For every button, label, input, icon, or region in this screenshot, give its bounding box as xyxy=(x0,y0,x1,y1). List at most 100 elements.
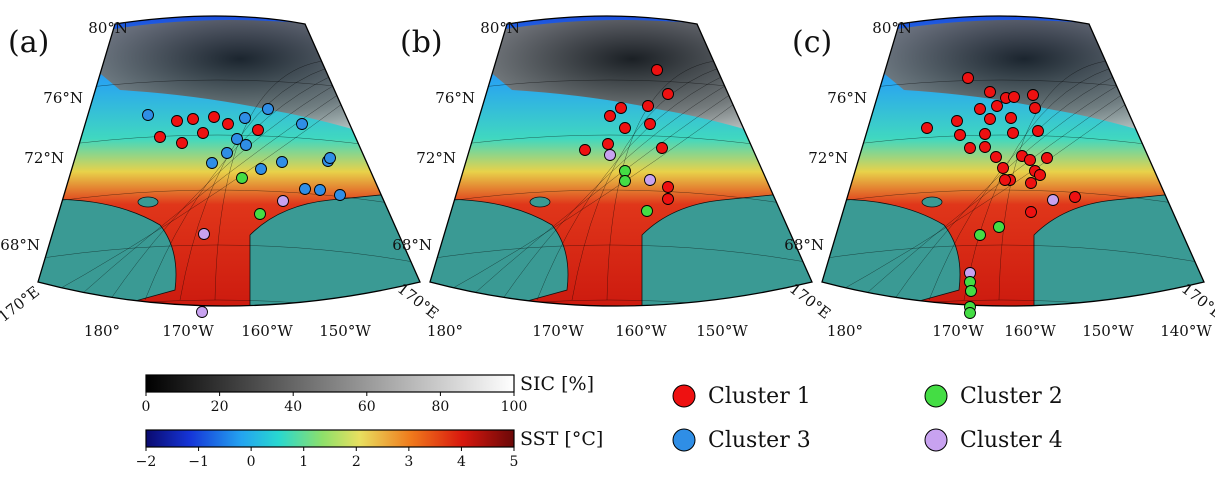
legend-entry-cluster-2: Cluster 2 xyxy=(924,384,1063,409)
cluster-3-station-marker xyxy=(239,112,251,124)
cluster-3-station-marker xyxy=(221,147,233,159)
cluster-1-station-marker xyxy=(222,118,234,130)
lon-label: 160°W xyxy=(615,322,667,340)
lat-label: 80°N xyxy=(88,19,128,37)
cluster-3-station-marker xyxy=(262,103,274,115)
cluster-3-station-marker xyxy=(299,183,311,195)
colorbar-tick: 100 xyxy=(501,399,528,415)
cluster-1-station-marker xyxy=(990,151,1002,163)
cluster-1-station-marker xyxy=(644,118,656,130)
cluster-1-station-marker xyxy=(921,122,933,134)
cluster-1-station-marker xyxy=(208,111,220,123)
cluster-1-station-marker xyxy=(999,174,1011,186)
lon-label: 170°W xyxy=(932,322,984,340)
cluster-1-station-marker xyxy=(1008,91,1020,103)
colorbar-tick: −2 xyxy=(136,454,157,470)
cluster-1-station-marker xyxy=(252,124,264,136)
cluster-1-station-marker xyxy=(171,115,183,127)
cluster-1-station-marker xyxy=(651,64,663,76)
panel-label: (a) xyxy=(8,25,49,60)
lon-label: 170°W xyxy=(162,322,214,340)
cluster-3-station-marker xyxy=(240,139,252,151)
lat-label: 68°N xyxy=(0,236,40,254)
panel-label: (c) xyxy=(792,25,832,60)
colorbar-tick: 80 xyxy=(431,399,449,415)
panel-label: (b) xyxy=(400,25,443,60)
map-frame xyxy=(429,15,813,307)
cluster-3-station-marker xyxy=(324,152,336,164)
cluster-3-station-marker xyxy=(296,118,308,130)
cluster-1-station-marker xyxy=(991,100,1003,112)
colorbar-label: SIC [%] xyxy=(520,373,594,395)
cluster-1-station-marker xyxy=(964,142,976,154)
lat-label: 76°N xyxy=(43,89,83,107)
cluster-1-station-marker xyxy=(1024,154,1036,166)
cluster-1-station-marker xyxy=(984,86,996,98)
cluster-1-station-marker xyxy=(979,141,991,153)
cluster-1-station-marker xyxy=(619,122,631,134)
cluster-2-station-marker xyxy=(619,165,631,177)
lon-label: 150°W xyxy=(696,322,748,340)
cluster-3-station-marker xyxy=(334,189,346,201)
lat-label: 72°N xyxy=(24,149,64,167)
cluster-2-station-marker xyxy=(254,208,266,220)
cluster-1-station-marker xyxy=(615,102,627,114)
legend-label: Cluster 2 xyxy=(960,384,1063,409)
lon-label: 150°W xyxy=(1082,322,1134,340)
land-wrangel-island xyxy=(137,196,159,208)
colorbar-label: SST [°C] xyxy=(520,428,603,450)
lon-label: 160°W xyxy=(1004,322,1056,340)
cluster-1-station-marker xyxy=(662,193,674,205)
cluster-1-station-marker xyxy=(1025,177,1037,189)
cluster-2-station-marker xyxy=(974,229,986,241)
lon-label: 180° xyxy=(84,322,120,340)
lon-label-edge: 170°E xyxy=(394,279,442,322)
cluster-2-station-marker xyxy=(619,175,631,187)
cluster-1-station-marker xyxy=(662,88,674,100)
map-frame xyxy=(37,15,421,307)
lon-label-edge: 170°E xyxy=(0,282,43,325)
cluster-4-station-marker xyxy=(198,228,210,240)
cluster-4-station-marker xyxy=(196,306,208,318)
cluster-1-station-marker xyxy=(176,137,188,149)
map-panel-b: (b) 80°N 76°N 72°N 68°N 180° 170°W 160°W 150°W 17… xyxy=(392,15,834,340)
lon-label: 140°W xyxy=(1160,322,1212,340)
cluster-3-station-marker xyxy=(231,133,243,145)
cluster-1-station-marker xyxy=(954,129,966,141)
cluster-3-station-marker xyxy=(255,163,267,175)
cluster-2-station-marker xyxy=(993,221,1005,233)
cluster-1-station-marker xyxy=(154,131,166,143)
cluster-4-station-marker xyxy=(1047,194,1059,206)
colorbar-tick: 2 xyxy=(352,454,361,470)
cluster-1-station-marker xyxy=(656,142,668,154)
cluster-1-station-marker xyxy=(984,113,996,125)
colorbar-tick: 0 xyxy=(247,454,256,470)
lon-label: 180° xyxy=(827,322,863,340)
land-wrangel-island xyxy=(529,196,551,208)
map-panel-a: (a) 80°N 76°N 72°N 68°N 170°E 180° 170°W 160°W 15… xyxy=(0,15,442,340)
lat-label: 80°N xyxy=(480,19,520,37)
cluster-1-station-marker xyxy=(1027,89,1039,101)
lat-label: 68°N xyxy=(392,236,432,254)
legend-entry-cluster-4: Cluster 4 xyxy=(924,428,1063,453)
cluster-1-station-marker xyxy=(187,113,199,125)
cluster-1-station-marker xyxy=(1032,125,1044,137)
colorbar-tick: 20 xyxy=(211,399,229,415)
legend-label: Cluster 3 xyxy=(708,428,811,453)
map-frame xyxy=(821,15,1205,307)
cluster-1-station-marker xyxy=(979,128,991,140)
lat-label: 68°N xyxy=(784,236,824,254)
lat-label: 80°N xyxy=(872,19,912,37)
colorbar-tick: 3 xyxy=(404,454,413,470)
lon-label-edge: 170°E xyxy=(1178,279,1215,322)
cluster-1-station-marker xyxy=(579,144,591,156)
cluster-1-station-marker xyxy=(1029,102,1041,114)
cluster-3-station-marker xyxy=(276,156,288,168)
cluster-1-station-marker xyxy=(604,110,616,122)
lat-label: 72°N xyxy=(416,149,456,167)
cluster-1-station-marker xyxy=(962,72,974,84)
colorbar-tick: 4 xyxy=(457,454,466,470)
lon-label: 150°W xyxy=(319,322,371,340)
cluster-1-station-marker xyxy=(951,115,963,127)
